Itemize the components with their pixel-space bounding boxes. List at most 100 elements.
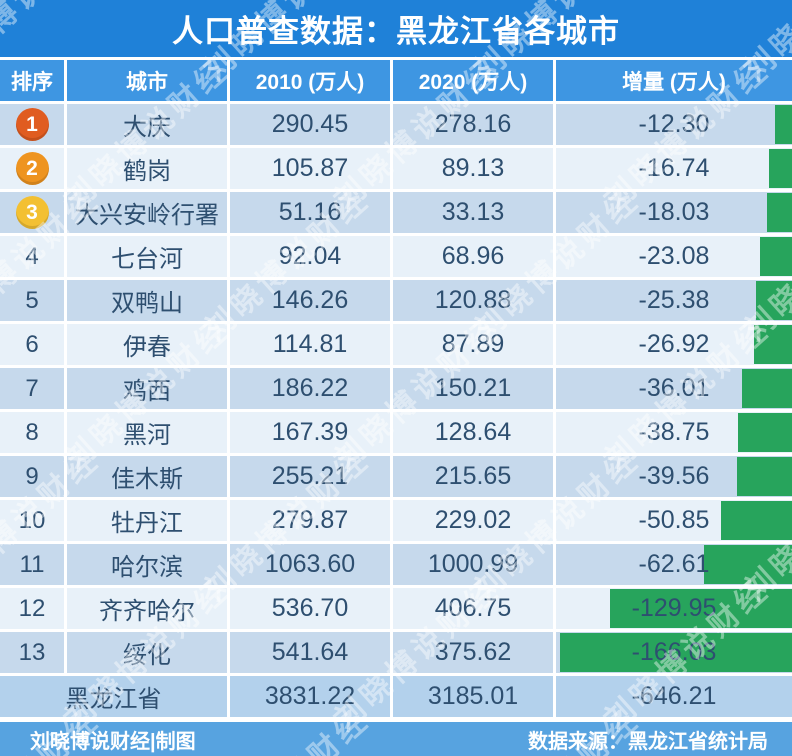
city-cell: 鸡西 (67, 368, 227, 409)
rank-number: 6 (25, 330, 39, 358)
data-source: 数据来源：黑龙江省统计局 (528, 730, 768, 753)
decline-bar (767, 193, 792, 232)
table-row: 9 佳木斯 255.21 215.65 -39.56 (0, 456, 792, 497)
table-row: 5 双鸭山 146.26 120.88 -25.38 (0, 280, 792, 321)
increment-cell: -50.85 (556, 500, 792, 541)
decline-bar (760, 237, 792, 276)
table-row: 2 鹤岗 105.87 89.13 -16.74 (0, 148, 792, 189)
header-increment: 增量 (万人) (556, 60, 792, 101)
value-2010-cell: 51.16 (230, 192, 390, 233)
rank-cell: 6 (0, 324, 64, 365)
rank-cell: 10 (0, 500, 64, 541)
value-2010-cell: 1063.60 (230, 544, 390, 585)
rank-cell: 11 (0, 544, 64, 585)
increment-value: -166.03 (631, 638, 717, 666)
value-2010-cell: 541.64 (230, 632, 390, 673)
table-body: 1 大庆 290.45 278.16 -12.30 2 鹤岗 105.87 89.13 -16.7… (0, 104, 792, 717)
value-2020-cell: 278.16 (393, 104, 553, 145)
value-2020-cell: 229.02 (393, 500, 553, 541)
rank-badge-1: 1 (15, 108, 49, 141)
total-label-cell: 黑龙江省 (0, 676, 227, 717)
city-cell: 齐齐哈尔 (67, 588, 227, 629)
decline-bar (754, 325, 792, 364)
increment-cell: -129.95 (556, 588, 792, 629)
decline-bar (737, 457, 792, 496)
city-cell: 七台河 (67, 236, 227, 277)
decline-bar (704, 545, 792, 584)
page-title: 人口普查数据：黑龙江省各城市 (172, 14, 620, 49)
table-row-total: 黑龙江省 3831.22 3185.01 -646.21 (0, 676, 792, 717)
value-2010-cell: 279.87 (230, 500, 390, 541)
rank-cell: 3 (0, 192, 64, 233)
value-2010-cell: 167.39 (230, 412, 390, 453)
table-row: 10 牡丹江 279.87 229.02 -50.85 (0, 500, 792, 541)
value-2020-cell: 89.13 (393, 148, 553, 189)
decline-bar (610, 589, 792, 628)
rank-number: 12 (18, 594, 46, 622)
increment-cell: -36.01 (556, 368, 792, 409)
rank-badge-3: 3 (15, 196, 49, 229)
value-2010-cell: 146.26 (230, 280, 390, 321)
header-2020: 2020 (万人) (393, 60, 553, 101)
rank-number: 11 (19, 550, 45, 578)
city-cell: 牡丹江 (67, 500, 227, 541)
decline-bar (756, 281, 792, 320)
table-row: 6 伊春 114.81 87.89 -26.92 (0, 324, 792, 365)
decline-bar (738, 413, 792, 452)
city-cell: 哈尔滨 (67, 544, 227, 585)
value-2010-cell: 186.22 (230, 368, 390, 409)
increment-value: -18.03 (638, 198, 710, 226)
value-2010-cell: 3831.22 (230, 676, 390, 717)
increment-value: -62.61 (638, 550, 710, 578)
rank-number: 5 (25, 286, 39, 314)
decline-bar (560, 633, 792, 672)
rank-cell: 9 (0, 456, 64, 497)
value-2010-cell: 105.87 (230, 148, 390, 189)
footer-bar: 刘晓博说财经|制图 数据来源：黑龙江省统计局 (0, 722, 792, 756)
rank-cell: 13 (0, 632, 64, 673)
city-cell: 双鸭山 (67, 280, 227, 321)
header-city: 城市 (67, 60, 227, 101)
value-2020-cell: 1000.99 (393, 544, 553, 585)
increment-value: -12.30 (638, 110, 710, 138)
rank-badge-2: 2 (15, 152, 49, 185)
table-header-row: 排序 城市 2010 (万人) 2020 (万人) 增量 (万人) (0, 60, 792, 101)
increment-cell: -23.08 (556, 236, 792, 277)
rank-cell: 1 (0, 104, 64, 145)
value-2010-cell: 255.21 (230, 456, 390, 497)
rank-cell: 5 (0, 280, 64, 321)
increment-cell: -18.03 (556, 192, 792, 233)
increment-cell: -12.30 (556, 104, 792, 145)
rank-cell: 4 (0, 236, 64, 277)
value-2020-cell: 120.88 (393, 280, 553, 321)
city-cell: 鹤岗 (67, 148, 227, 189)
increment-cell: -16.74 (556, 148, 792, 189)
value-2020-cell: 150.21 (393, 368, 553, 409)
value-2020-cell: 68.96 (393, 236, 553, 277)
table-row: 1 大庆 290.45 278.16 -12.30 (0, 104, 792, 145)
value-2020-cell: 406.75 (393, 588, 553, 629)
increment-value: -50.85 (638, 506, 710, 534)
increment-cell: -25.38 (556, 280, 792, 321)
value-2010-cell: 290.45 (230, 104, 390, 145)
table-row: 12 齐齐哈尔 536.70 406.75 -129.95 (0, 588, 792, 629)
rank-number: 10 (18, 506, 46, 534)
decline-bar (742, 369, 792, 408)
population-table: 排序 城市 2010 (万人) 2020 (万人) 增量 (万人) 1 大庆 290… (0, 57, 792, 722)
increment-value: -38.75 (638, 418, 710, 446)
increment-cell: -39.56 (556, 456, 792, 497)
table-row: 4 七台河 92.04 68.96 -23.08 (0, 236, 792, 277)
increment-cell: -26.92 (556, 324, 792, 365)
increment-value: -129.95 (631, 594, 717, 622)
rank-number: 7 (25, 374, 39, 402)
rank-cell: 8 (0, 412, 64, 453)
decline-bar (769, 149, 792, 188)
header-2010: 2010 (万人) (230, 60, 390, 101)
header-rank: 排序 (0, 60, 64, 101)
increment-cell: -38.75 (556, 412, 792, 453)
increment-value: -25.38 (638, 286, 710, 314)
rank-cell: 2 (0, 148, 64, 189)
value-2020-cell: 375.62 (393, 632, 553, 673)
city-cell: 黑河 (67, 412, 227, 453)
increment-value: -23.08 (638, 242, 710, 270)
